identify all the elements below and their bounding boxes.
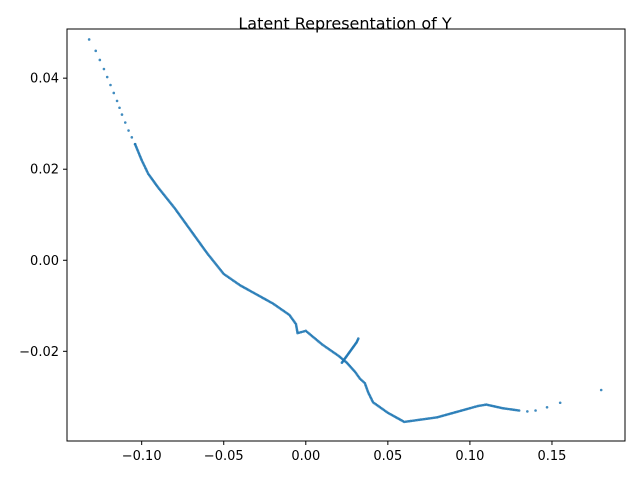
y-tick-label: 0.00 xyxy=(30,254,59,269)
data-point xyxy=(127,129,130,132)
data-point xyxy=(109,83,112,87)
y-tick-label: 0.02 xyxy=(30,163,59,178)
data-point xyxy=(517,409,521,412)
data-point xyxy=(87,38,91,41)
data-point xyxy=(599,388,603,392)
data-point xyxy=(558,401,562,405)
y-axis: −0.02 0.00 0.02 0.04 xyxy=(19,72,67,360)
x-tick-label: −0.10 xyxy=(122,449,162,464)
x-tick-label: 0.15 xyxy=(537,449,566,464)
x-tick-label: 0.00 xyxy=(291,449,320,464)
data-point xyxy=(130,136,134,139)
data-point xyxy=(115,99,119,103)
point-layer xyxy=(87,38,603,424)
data-point xyxy=(94,49,98,53)
data-point xyxy=(545,406,549,409)
x-tick-label: 0.05 xyxy=(373,449,402,464)
x-tick-label: −0.05 xyxy=(204,449,244,464)
x-axis: −0.10 −0.05 0.00 0.05 0.10 0.15 xyxy=(122,441,566,464)
data-point xyxy=(357,337,360,340)
data-point xyxy=(534,409,537,412)
data-point xyxy=(112,91,116,95)
data-point xyxy=(98,58,102,62)
x-tick-label: 0.10 xyxy=(455,449,484,464)
data-point xyxy=(118,106,121,110)
data-point xyxy=(105,75,109,79)
plot-frame xyxy=(66,28,626,442)
data-point xyxy=(120,113,124,116)
chart-title: Latent Representation of Y xyxy=(238,14,451,33)
data-point xyxy=(123,121,127,124)
y-tick-label: 0.04 xyxy=(30,72,59,87)
data-point xyxy=(102,67,106,71)
y-tick-label: −0.02 xyxy=(19,345,59,360)
data-point xyxy=(526,410,529,413)
